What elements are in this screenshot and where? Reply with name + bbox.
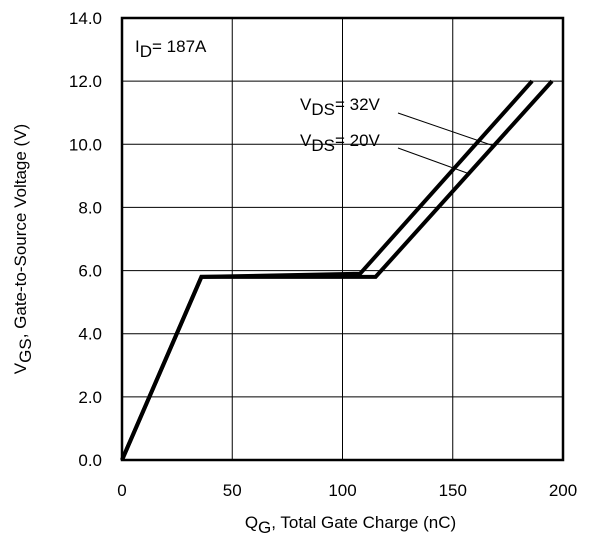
series-label-32v: VDS= 32V [300, 95, 381, 119]
series-label-sub: DS [311, 136, 335, 155]
series-lines [120, 79, 554, 461]
y-tick-label: 0.0 [78, 451, 102, 470]
series-label-main: V [300, 131, 312, 150]
x-axis-label: QG, Total Gate Charge (nC) [245, 513, 456, 537]
x-tick-label: 50 [223, 481, 242, 500]
series-label-20v: VDS= 20V [300, 131, 381, 155]
series-label-rest: = 32V [335, 95, 381, 114]
y-tick-label: 6.0 [78, 262, 102, 281]
x-axis-label-sub: G [258, 518, 271, 537]
x-tick-label: 200 [549, 481, 577, 500]
series-label-main: V [300, 95, 312, 114]
x-axis-label-rest: , Total Gate Charge (nC) [271, 513, 456, 532]
annotation-rest: = 187A [152, 37, 207, 56]
tick-labels: 0 50 100 150 200 0.0 2.0 4.0 6.0 8.0 10.0 12.0 14.0 [69, 9, 577, 500]
annotation-sub: D [140, 42, 152, 61]
y-tick-label: 8.0 [78, 198, 102, 217]
plot-frame [120, 16, 565, 462]
y-tick-label: 2.0 [78, 388, 102, 407]
series-label-rest: = 20V [335, 131, 381, 150]
y-tick-label: 4.0 [78, 325, 102, 344]
x-tick-label: 0 [117, 481, 126, 500]
y-axis-label-sub: GS [16, 338, 35, 363]
y-tick-label: 12.0 [69, 72, 102, 91]
x-axis-label-main: Q [245, 513, 258, 532]
annotation-main: I [135, 37, 140, 56]
series-labels: VDS= 32V VDS= 20V [300, 95, 495, 174]
x-tick-label: 150 [439, 481, 467, 500]
y-tick-label: 14.0 [69, 9, 102, 28]
series-line-1 [120, 79, 554, 461]
y-axis-label-rest: , Gate-to-Source Voltage (V) [11, 124, 30, 339]
grid-lines [122, 18, 563, 460]
drain-current-annotation: ID= 187A [135, 37, 207, 61]
y-axis-label-main: V [11, 362, 30, 374]
series-label-sub: DS [311, 100, 335, 119]
series-leader-32v [397, 112, 495, 147]
x-tick-label: 100 [328, 481, 356, 500]
y-tick-label: 10.0 [69, 135, 102, 154]
series-leader-20v [397, 147, 468, 174]
y-axis-label: VGS, Gate-to-Source Voltage (V) [11, 124, 35, 374]
